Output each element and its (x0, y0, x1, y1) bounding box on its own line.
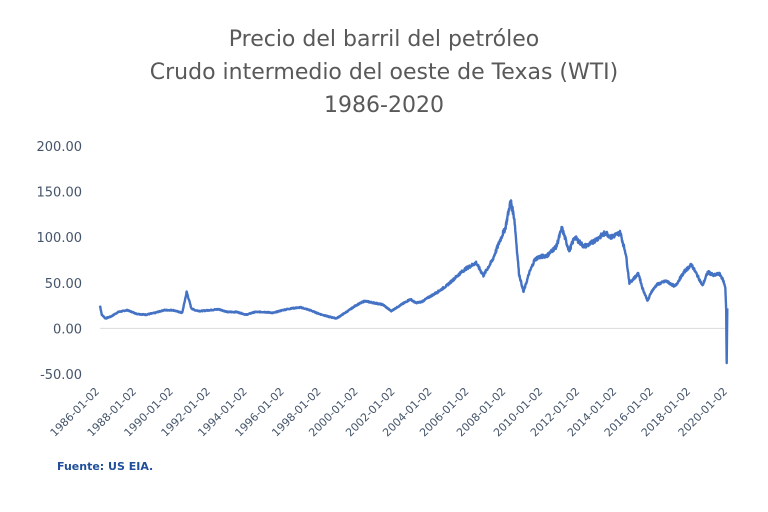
chart-title-line-2: Crudo intermedio del oeste de Texas (WTI… (149, 60, 619, 85)
source-note: Fuente: US EIA. (57, 460, 154, 473)
y-tick-label: 200.00 (37, 140, 83, 155)
wti-price-line (98, 199, 729, 365)
y-tick-label: -50.00 (40, 368, 82, 383)
y-tick-label: 100.00 (37, 231, 83, 246)
y-tick-label: 0.00 (53, 322, 82, 337)
chart-title-line-1: Precio del barril del petróleo (228, 27, 540, 52)
chart-title-line-3: 1986-2020 (324, 93, 444, 118)
y-tick-label: 150.00 (37, 186, 83, 201)
y-tick-label: 50.00 (45, 277, 82, 292)
